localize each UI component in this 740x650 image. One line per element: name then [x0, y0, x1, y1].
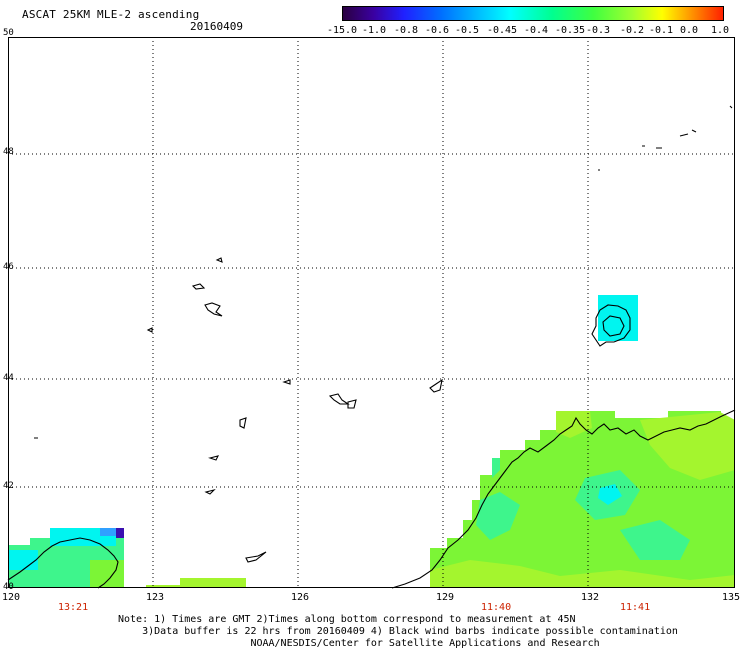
- lon-label: 132: [581, 592, 599, 603]
- colorbar: [342, 6, 724, 21]
- island-small: [679, 133, 689, 137]
- colorbar-tick: -0.45: [486, 25, 518, 36]
- lat-label: 46: [3, 262, 14, 272]
- swath-sw-cyan: [8, 550, 38, 570]
- colorbar-tick-labels: -15.0 -1.0 -0.8 -0.6 -0.5 -0.45 -0.4 -0.…: [326, 25, 735, 37]
- island-small: [215, 257, 223, 263]
- island-small: [347, 399, 357, 409]
- swath-time-label: 11:41: [620, 602, 650, 612]
- colorbar-tick: 0.0: [679, 25, 699, 36]
- island-small: [146, 327, 153, 333]
- colorbar-tick: -0.2: [619, 25, 645, 36]
- product-date: 20160409: [190, 20, 243, 33]
- island-small: [282, 379, 291, 385]
- island-small: [245, 551, 267, 563]
- swath-time-label: 13:21: [58, 602, 88, 612]
- colorbar-tick: 1.0: [710, 25, 730, 36]
- island-small: [204, 302, 223, 317]
- swath-teal-patch: [620, 520, 690, 560]
- island-outline: [602, 315, 625, 337]
- wind-swath-east: [430, 411, 735, 588]
- lon-label: 123: [146, 592, 164, 603]
- lat-label: 44: [3, 373, 14, 383]
- wind-swath-southwest: [8, 528, 246, 588]
- swath-sw-strip: [146, 585, 206, 588]
- island-small: [429, 378, 443, 393]
- colorbar-tick: -0.6: [424, 25, 450, 36]
- footnote-line-1: Note: 1) Times are GMT 2)Times along bot…: [118, 614, 576, 625]
- colorbar-tick: -0.4: [523, 25, 549, 36]
- colorbar-tick: -1.0: [361, 25, 387, 36]
- island-small: [328, 393, 350, 405]
- island-small: [239, 417, 247, 429]
- footnote: Note: 1) Times are GMT 2)Times along bot…: [118, 614, 678, 650]
- swath-light-patch: [640, 412, 735, 480]
- lon-label: 126: [291, 592, 309, 603]
- lat-label: 42: [3, 481, 14, 491]
- colorbar-tick: -0.3: [585, 25, 611, 36]
- lat-label: 50: [3, 28, 14, 38]
- swath-sw-blue: [100, 528, 116, 536]
- lat-label: 48: [3, 147, 14, 157]
- colorbar-tick: -0.8: [393, 25, 419, 36]
- swath-teal-patch: [476, 492, 520, 540]
- swath-sw-purple: [116, 528, 124, 538]
- colorbar-gradient: [343, 7, 723, 20]
- island-small: [691, 129, 697, 133]
- lon-label: 120: [2, 592, 20, 603]
- swath-light-patch: [430, 560, 735, 588]
- island-small: [729, 105, 733, 109]
- island-small: [208, 455, 220, 461]
- lon-label: 129: [436, 592, 454, 603]
- plot-frame: [8, 37, 735, 588]
- lon-label: 135: [722, 592, 740, 603]
- colorbar-tick: -15.0: [326, 25, 358, 36]
- footnote-line-3: NOAA/NESDIS/Center for Satellite Applica…: [250, 638, 600, 649]
- product-title: ASCAT 25KM MLE-2 ascending: [22, 8, 200, 21]
- island-rishiri: [591, 304, 631, 347]
- swath-sw-lightgreen: [90, 560, 124, 588]
- swath-cyan-patch: [598, 484, 622, 505]
- colorbar-tick: -0.35: [554, 25, 586, 36]
- swath-sw-cyan: [50, 528, 116, 546]
- colorbar-tick: -0.5: [454, 25, 480, 36]
- swath-teal-patch: [492, 458, 500, 478]
- map-figure: 50 48 46 44 42 40 120 123 126 129 132 13…: [2, 28, 740, 612]
- coastline-sw: [7, 537, 119, 589]
- island-small: [191, 283, 206, 290]
- colorbar-tick: -0.1: [648, 25, 674, 36]
- swath-sw-strip: [180, 578, 246, 588]
- coastline-korea-north: [391, 409, 736, 589]
- coastlines: [7, 105, 736, 589]
- lat-label: 40: [3, 582, 14, 592]
- island-small: [204, 488, 216, 495]
- footnote-line-2: 3)Data buffer is 22 hrs from 20160409 4)…: [142, 626, 678, 637]
- swath-time-label: 11:40: [481, 602, 511, 612]
